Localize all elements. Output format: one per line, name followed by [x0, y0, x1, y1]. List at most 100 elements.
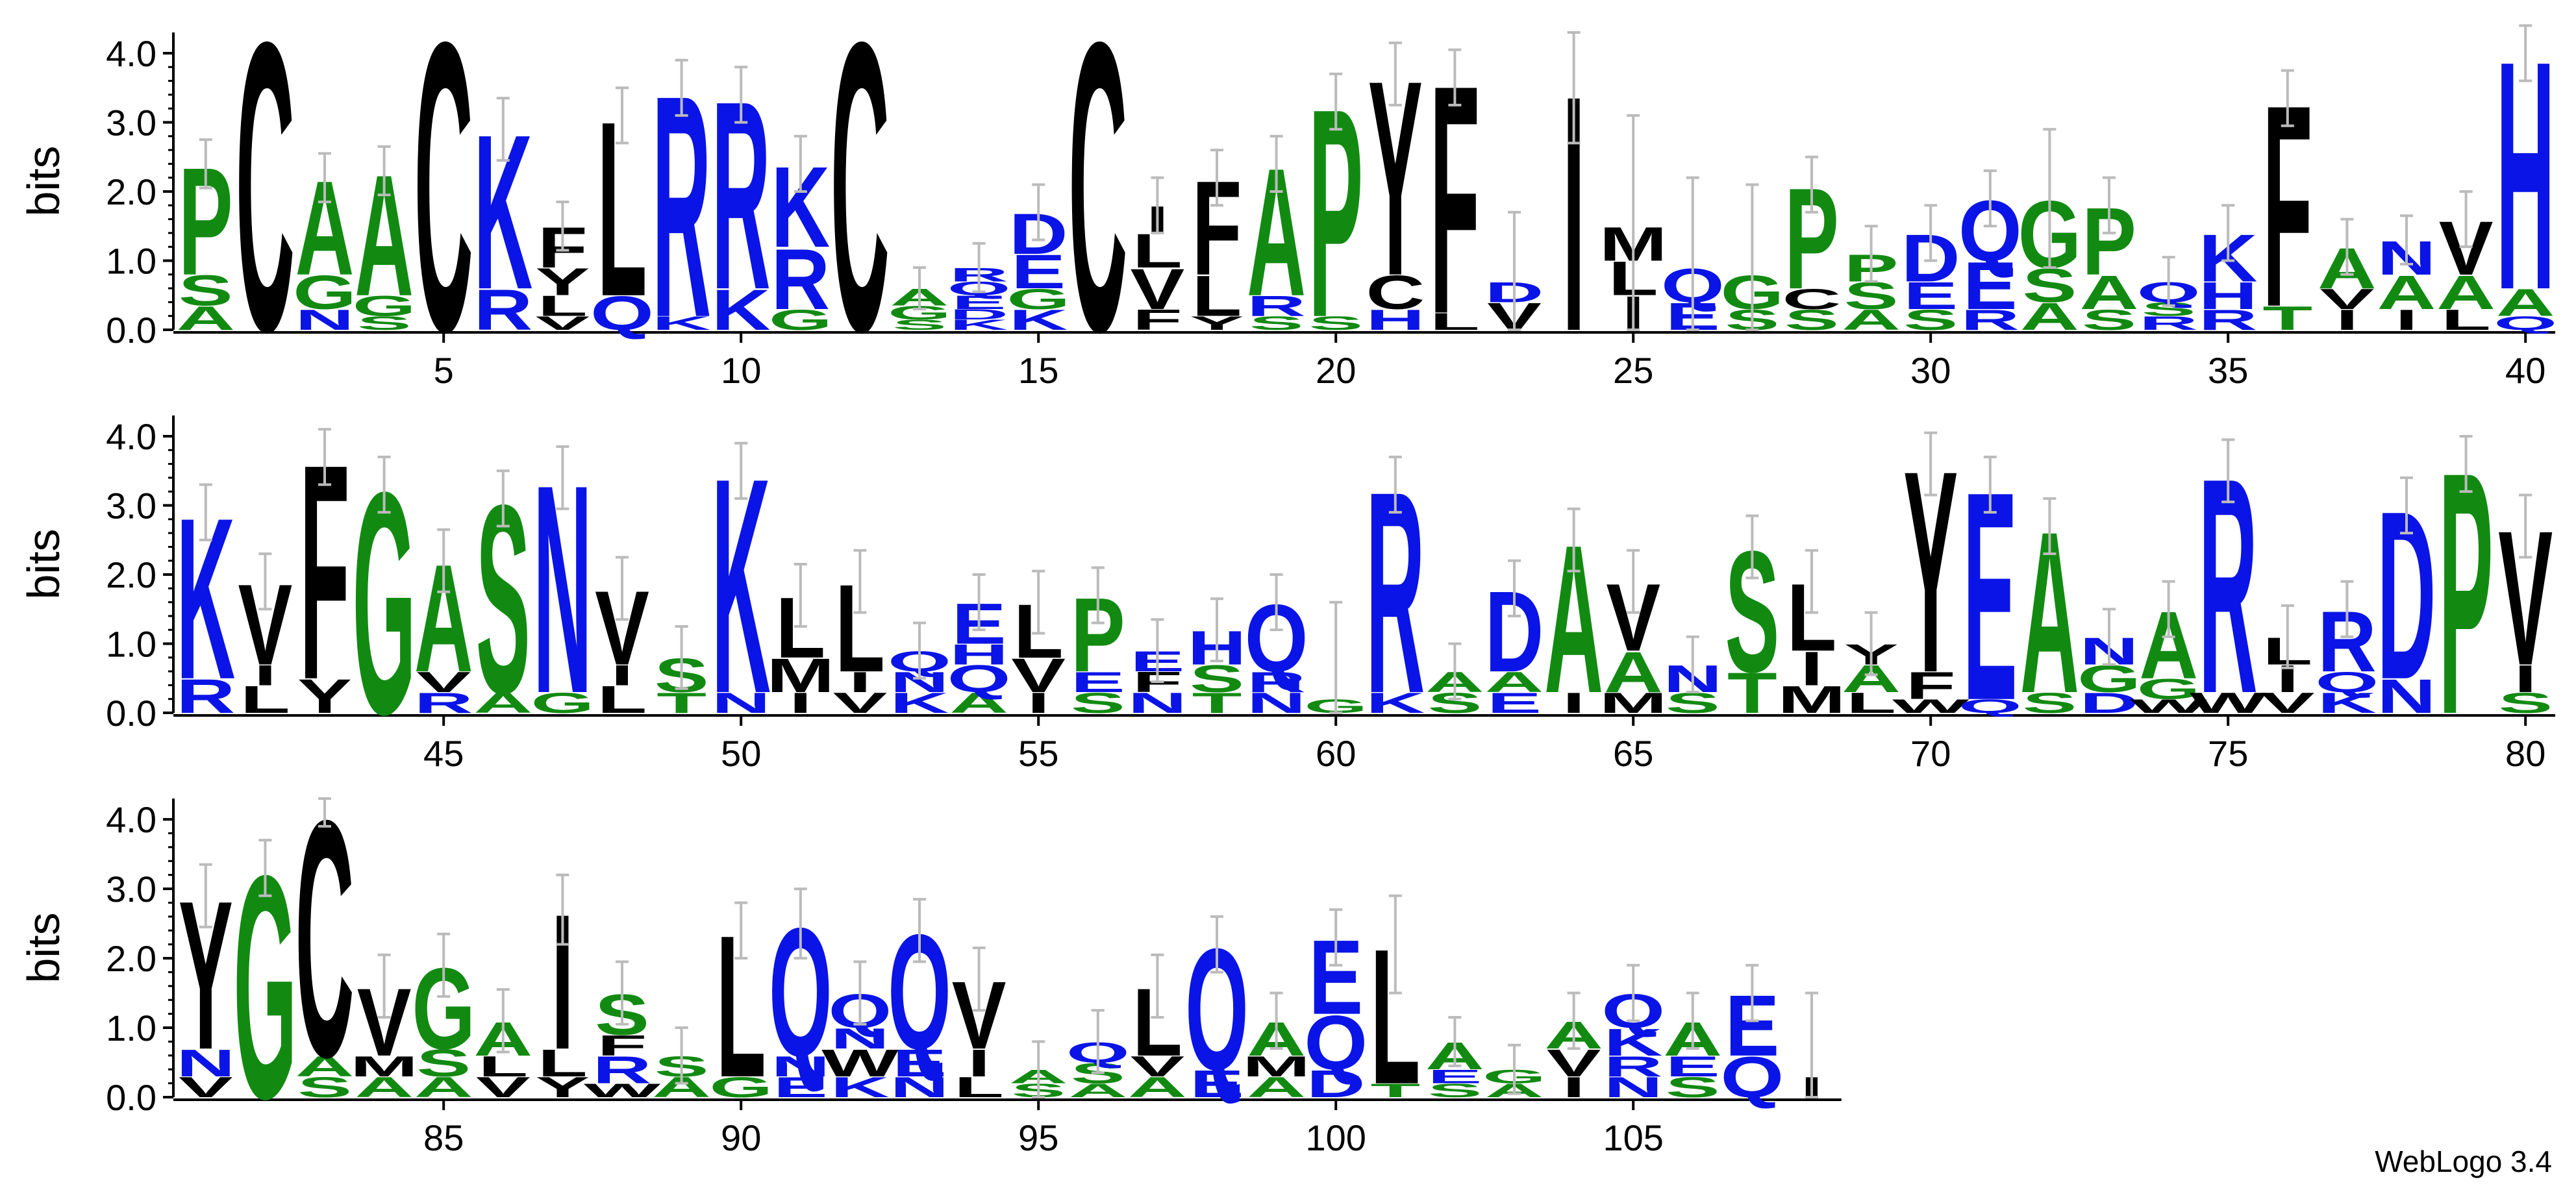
residue-S-pos-58: S	[1190, 657, 1244, 700]
residue-K-pos-15: K	[1009, 304, 1068, 336]
residue-R-pos-35: R	[2199, 304, 2258, 336]
residue-V-pos-7: V	[536, 312, 590, 334]
residue-R-pos-41: R	[176, 669, 235, 723]
y-tick-label: 2.0	[106, 554, 156, 595]
residue-F-pos-17: F	[1132, 304, 1182, 336]
x-tick-label: 85	[423, 1117, 464, 1158]
residue-D-pos-73: D	[2080, 687, 2139, 719]
x-tick-label: 100	[1305, 1117, 1366, 1158]
residue-A-pos-1: A	[176, 300, 235, 338]
residue-Q-pos-54: Q	[947, 657, 1011, 700]
residue-L-pos-42: L	[240, 678, 290, 721]
x-tick-label: 65	[1613, 733, 1653, 774]
residue-T-pos-36: T	[2262, 300, 2312, 338]
residue-N-pos-3: N	[295, 304, 355, 336]
residue-L-pos-48: L	[597, 678, 647, 721]
residue-Q-pos-40: Q	[2494, 312, 2557, 334]
residue-H-pos-54: H	[949, 638, 1008, 670]
residue-T-pos-67: T	[1727, 662, 1777, 726]
residue-Q-pos-100: Q	[1304, 999, 1368, 1085]
residue-E-pos-91: E	[773, 1071, 828, 1104]
x-tick-label: 50	[721, 733, 761, 774]
residue-I-pos-52: I	[849, 666, 871, 698]
residue-H-pos-35: H	[2199, 274, 2258, 317]
residue-V-pos-52: V	[833, 687, 888, 719]
residue-N-pos-57: N	[1128, 687, 1187, 719]
residue-L-pos-18: L	[1192, 265, 1242, 329]
x-tick-label: 70	[1910, 733, 1951, 774]
residue-Q-pos-77: Q	[2316, 666, 2379, 698]
y-tick-label: 0.0	[106, 693, 156, 734]
residue-A-pos-83: A	[295, 1050, 355, 1083]
y-tick-label: 3.0	[106, 102, 156, 143]
residue-S-pos-85: S	[416, 1041, 471, 1085]
x-tick-label: 105	[1603, 1117, 1663, 1158]
residue-D-pos-14: D	[949, 306, 1008, 323]
y-tick-label: 0.0	[106, 310, 156, 351]
residue-E-pos-56: E	[1071, 666, 1125, 698]
y-tick-label: 2.0	[106, 938, 156, 979]
residue-N-pos-105: N	[1604, 1071, 1663, 1104]
residue-S-pos-83: S	[297, 1071, 352, 1104]
residue-L-pos-69: L	[1846, 687, 1896, 719]
residue-G-pos-90: G	[709, 1071, 773, 1104]
residue-S-pos-33: S	[2082, 304, 2136, 336]
residue-V-pos-45: V	[416, 666, 471, 698]
residue-I-pos-37: I	[2336, 304, 2358, 336]
y-tick-label: 1.0	[106, 1008, 156, 1048]
residue-A-pos-32: A	[2020, 295, 2079, 338]
residue-R-pos-6: R	[473, 279, 532, 343]
residue-V-pos-76: V	[2260, 687, 2315, 719]
residue-S-pos-56: S	[1071, 687, 1125, 719]
residue-N-pos-50: N	[712, 687, 771, 719]
x-tick-label: 20	[1316, 350, 1356, 391]
residue-K-pos-105: K	[1604, 1021, 1663, 1064]
residue-L-pos-87: L	[538, 1041, 588, 1085]
weblogo-credit: WebLogo 3.4	[2375, 1145, 2552, 1178]
residue-R-pos-31: R	[1960, 304, 2020, 336]
residue-G-pos-4: G	[353, 290, 416, 322]
residue-Q-pos-71: Q	[1958, 695, 2022, 717]
y-axis-label: bits	[18, 529, 69, 600]
y-axis-label: bits	[18, 913, 69, 984]
residue-I-pos-94: I	[968, 1041, 990, 1085]
residue-Q-pos-8: Q	[590, 286, 654, 340]
residue-N-pos-93: N	[890, 1071, 949, 1104]
x-tick-label: 35	[2208, 350, 2248, 391]
residue-F-pos-88: F	[597, 1030, 647, 1062]
y-tick-label: 2.0	[106, 171, 156, 212]
residue-V-pos-86: V	[476, 1071, 531, 1104]
residue-W-pos-75: W	[2190, 687, 2267, 719]
residue-K-pos-61: K	[1366, 687, 1425, 719]
residue-S-pos-1: S	[179, 267, 233, 315]
residue-W-pos-88: W	[584, 1080, 662, 1101]
residue-A-pos-97: A	[1128, 1071, 1187, 1104]
residue-C-pos-16: C	[1068, 0, 1127, 418]
residue-F-pos-70: F	[1906, 664, 1956, 707]
residue-H-pos-21: H	[1366, 304, 1425, 336]
residue-S-pos-13: S	[892, 317, 947, 333]
residue-G-pos-11: G	[769, 304, 832, 336]
residue-W-pos-92: W	[821, 1041, 899, 1085]
residue-G-pos-15: G	[1007, 283, 1070, 315]
x-tick-label: 10	[721, 350, 761, 391]
residue-K-pos-77: K	[2318, 687, 2377, 719]
residue-C-pos-5: C	[414, 0, 473, 418]
residue-N-pos-91: N	[771, 1050, 830, 1083]
residue-M-pos-99: M	[1242, 1050, 1310, 1083]
residue-T-pos-58: T	[1192, 687, 1242, 719]
residue-L-pos-39: L	[2441, 304, 2491, 336]
x-tick-label: 95	[1018, 1117, 1058, 1158]
residue-E-pos-93: E	[892, 1041, 947, 1085]
residue-A-pos-40: A	[2496, 281, 2555, 324]
residue-S-pos-4: S	[357, 312, 412, 334]
y-tick-label: 1.0	[106, 240, 156, 281]
residue-S-pos-28: S	[1784, 304, 1839, 336]
residue-I-pos-104: I	[1562, 1071, 1585, 1104]
residue-K-pos-92: K	[831, 1071, 890, 1104]
x-tick-label: 40	[2505, 350, 2545, 391]
x-tick-label: 25	[1613, 350, 1653, 391]
residue-V-pos-97: V	[1131, 1050, 1185, 1083]
residue-M-pos-65: M	[1599, 687, 1668, 719]
x-tick-label: 45	[423, 733, 464, 774]
